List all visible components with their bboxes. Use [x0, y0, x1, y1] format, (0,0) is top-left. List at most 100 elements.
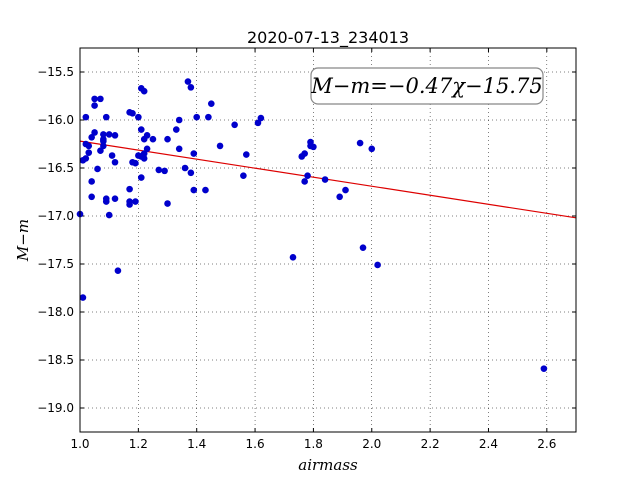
- x-tick-label: 1.8: [304, 437, 323, 451]
- data-point: [85, 149, 93, 156]
- data-point: [105, 211, 113, 219]
- data-point: [304, 172, 311, 179]
- data-points: [76, 78, 548, 372]
- data-point: [94, 165, 101, 173]
- data-point: [102, 198, 110, 205]
- data-point: [97, 147, 104, 155]
- data-point: [342, 186, 349, 194]
- grid-lines: [79, 48, 576, 432]
- data-point: [240, 172, 247, 179]
- data-point: [91, 129, 98, 136]
- y-tick-label: −18.0: [37, 305, 74, 319]
- data-point: [140, 150, 148, 157]
- data-point: [310, 143, 317, 151]
- data-point: [161, 167, 168, 175]
- data-point: [108, 152, 116, 159]
- x-tick-label: 2.2: [421, 437, 440, 451]
- data-point: [359, 244, 367, 251]
- data-point: [135, 113, 142, 121]
- data-point: [202, 186, 209, 194]
- data-point: [368, 145, 376, 153]
- data-point: [181, 164, 189, 172]
- data-point: [88, 133, 95, 141]
- x-tick-label: 2.6: [537, 437, 556, 451]
- y-axis-label: M−m: [14, 219, 32, 262]
- x-axis-ticks: 1.0 1.2 1.4 1.6 1.8 2.0 2.2 2.4 2.6: [70, 48, 556, 451]
- data-point: [132, 198, 139, 205]
- data-point: [540, 365, 548, 372]
- data-point: [143, 145, 151, 153]
- data-point: [102, 113, 110, 121]
- data-point: [190, 186, 198, 194]
- data-point: [254, 119, 262, 127]
- data-point: [164, 135, 171, 143]
- data-point: [172, 126, 180, 133]
- data-point: [82, 113, 90, 121]
- x-tick-label: 1.4: [187, 437, 206, 451]
- data-point: [149, 135, 157, 143]
- y-tick-label: −18.5: [37, 353, 74, 367]
- data-point: [126, 185, 133, 193]
- data-point: [184, 78, 192, 85]
- y-tick-label: −16.0: [37, 113, 74, 127]
- data-point: [111, 158, 119, 166]
- data-point: [155, 166, 163, 174]
- data-point: [85, 142, 93, 150]
- data-point: [307, 138, 314, 146]
- chart-title: 2020-07-13_234013: [247, 28, 409, 48]
- y-tick-label: −15.5: [37, 65, 74, 79]
- data-point: [88, 178, 95, 185]
- data-point: [207, 100, 215, 107]
- data-point: [105, 131, 113, 138]
- x-axis-label: airmass: [298, 456, 358, 474]
- y-tick-label: −19.0: [37, 401, 74, 415]
- y-tick-label: −16.5: [37, 161, 74, 175]
- fit-annotation-box: [310, 67, 544, 105]
- data-point: [336, 193, 343, 201]
- data-point: [97, 95, 104, 103]
- data-point: [132, 159, 139, 167]
- data-point: [216, 142, 224, 150]
- data-point: [257, 114, 265, 122]
- data-point: [140, 155, 148, 162]
- data-point: [321, 176, 329, 183]
- data-point: [164, 200, 171, 207]
- data-point: [289, 253, 297, 261]
- x-tick-label: 1.2: [129, 437, 148, 451]
- data-point: [129, 109, 136, 117]
- data-point: [91, 102, 98, 109]
- data-point: [100, 135, 107, 143]
- data-point: [356, 139, 364, 147]
- data-point: [88, 193, 95, 201]
- data-point: [301, 178, 308, 185]
- data-point: [140, 87, 148, 95]
- x-tick-label: 2.4: [479, 437, 498, 451]
- data-point: [82, 155, 90, 162]
- data-point: [91, 95, 98, 103]
- y-tick-label: −17.5: [37, 257, 74, 271]
- data-point: [111, 132, 119, 139]
- data-point: [79, 294, 87, 301]
- data-point: [187, 169, 195, 177]
- data-point: [193, 113, 201, 121]
- y-tick-label: −17.0: [37, 209, 74, 223]
- data-point: [374, 261, 381, 269]
- plot-frame: [79, 47, 577, 433]
- data-point: [143, 132, 151, 139]
- data-point: [187, 84, 195, 91]
- data-point: [137, 126, 145, 133]
- data-point: [100, 131, 107, 138]
- x-tick-label: 2.0: [362, 437, 381, 451]
- data-point: [114, 267, 122, 275]
- data-point: [231, 121, 238, 129]
- x-tick-label: 1.6: [246, 437, 265, 451]
- data-point: [175, 116, 183, 124]
- y-axis-ticks: −15.5 −16.0 −16.5 −17.0 −17.5 −18.0 −18.5 −19.0: [37, 65, 576, 415]
- data-point: [190, 150, 198, 157]
- fit-annotation: M−m=−0.47χ−15.75: [310, 74, 542, 98]
- data-point: [126, 201, 133, 208]
- data-point: [301, 150, 308, 157]
- data-point: [100, 142, 107, 150]
- data-point: [205, 113, 212, 121]
